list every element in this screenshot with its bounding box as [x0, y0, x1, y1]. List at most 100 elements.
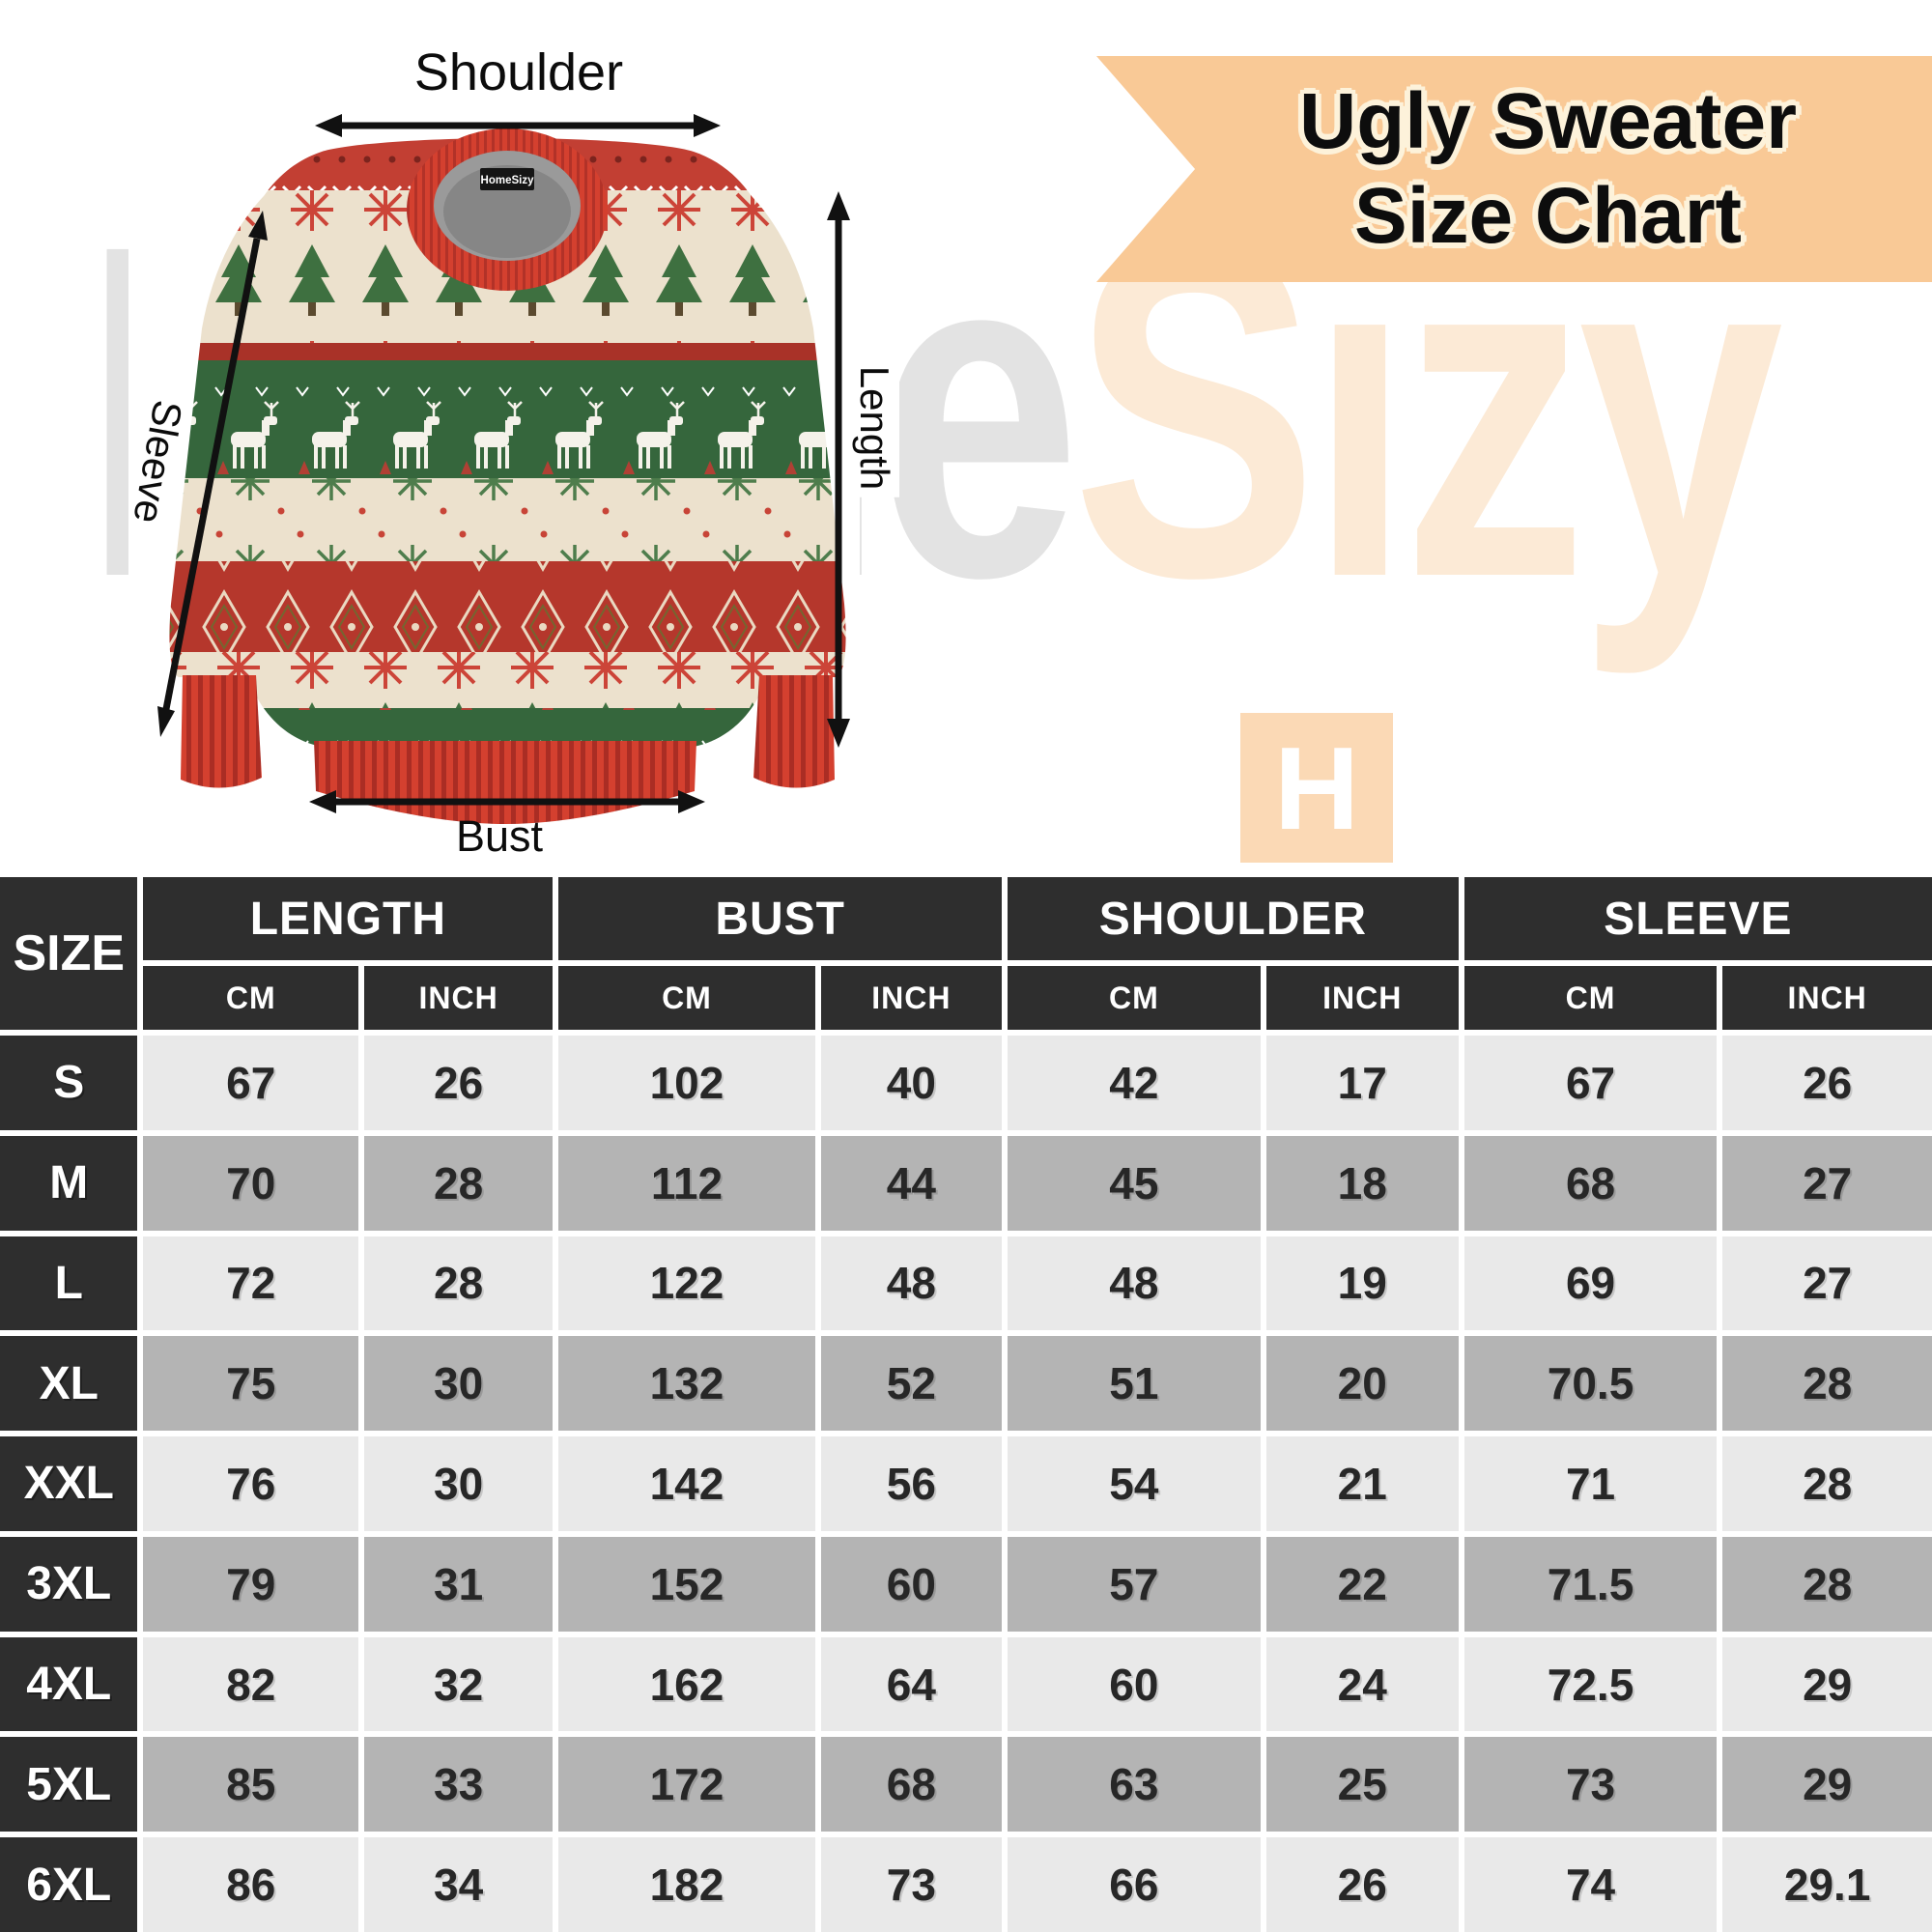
value-cell: 27 — [1722, 1135, 1932, 1231]
sweater-illustration: HomeSizy — [169, 128, 846, 824]
value-cell: 172 — [558, 1737, 815, 1833]
unit-header: INCH — [820, 966, 1003, 1030]
value-cell: 162 — [558, 1636, 815, 1732]
title-banner: Ugly Sweater Size Chart — [1096, 56, 1932, 282]
banner-title-line2: Size Chart — [1354, 172, 1742, 260]
value-cell: 74 — [1463, 1837, 1718, 1932]
value-cell: 32 — [364, 1636, 554, 1732]
value-cell: 26 — [1265, 1837, 1459, 1932]
size-row-label: XL — [0, 1336, 138, 1432]
value-cell: 28 — [364, 1236, 554, 1331]
value-cell: 60 — [1008, 1636, 1261, 1732]
value-cell: 64 — [820, 1636, 1003, 1732]
value-cell: 76 — [143, 1436, 359, 1531]
size-row-label: L — [0, 1236, 138, 1331]
value-cell: 132 — [558, 1336, 815, 1432]
size-table: SIZE LENGTH BUST SHOULDER SLEEVE CM INCH… — [0, 877, 1932, 1932]
sweater-photo: HomeSizy — [128, 24, 860, 867]
sleeve-group-header: SLEEVE — [1463, 877, 1932, 960]
value-cell: 28 — [1722, 1536, 1932, 1632]
length-group-header: LENGTH — [143, 877, 554, 960]
value-cell: 52 — [820, 1336, 1003, 1432]
value-cell: 182 — [558, 1837, 815, 1932]
value-cell: 79 — [143, 1536, 359, 1632]
value-cell: 29.1 — [1722, 1837, 1932, 1932]
unit-header: CM — [143, 966, 359, 1030]
bust-group-header: BUST — [558, 877, 1003, 960]
value-cell: 22 — [1265, 1536, 1459, 1632]
unit-header: CM — [1008, 966, 1261, 1030]
value-cell: 30 — [364, 1336, 554, 1432]
value-cell: 30 — [364, 1436, 554, 1531]
value-cell: 33 — [364, 1737, 554, 1833]
value-cell: 42 — [1008, 1036, 1261, 1130]
value-cell: 75 — [143, 1336, 359, 1432]
size-row-label: 3XL — [0, 1536, 138, 1632]
value-cell: 112 — [558, 1135, 815, 1231]
collar-tag — [480, 168, 534, 190]
size-row-label: S — [0, 1036, 138, 1130]
shoulder-group-header: SHOULDER — [1008, 877, 1459, 960]
value-cell: 70.5 — [1463, 1336, 1718, 1432]
length-label: Length — [849, 357, 899, 498]
value-cell: 54 — [1008, 1436, 1261, 1531]
unit-header: CM — [558, 966, 815, 1030]
value-cell: 67 — [143, 1036, 359, 1130]
value-cell: 25 — [1265, 1737, 1459, 1833]
value-cell: 44 — [820, 1135, 1003, 1231]
value-cell: 152 — [558, 1536, 815, 1632]
value-cell: 69 — [1463, 1236, 1718, 1331]
value-cell: 31 — [364, 1536, 554, 1632]
value-cell: 68 — [820, 1737, 1003, 1833]
value-cell: 29 — [1722, 1636, 1932, 1732]
unit-header: INCH — [1722, 966, 1932, 1030]
size-row-label: XXL — [0, 1436, 138, 1531]
watermark-h-badge: H — [1240, 713, 1393, 863]
shoulder-arrow — [315, 114, 721, 137]
value-cell: 142 — [558, 1436, 815, 1531]
bust-label: Bust — [455, 811, 544, 861]
value-cell: 85 — [143, 1737, 359, 1833]
unit-header: INCH — [364, 966, 554, 1030]
value-cell: 26 — [1722, 1036, 1932, 1130]
value-cell: 71.5 — [1463, 1536, 1718, 1632]
value-cell: 71 — [1463, 1436, 1718, 1531]
value-cell: 40 — [820, 1036, 1003, 1130]
value-cell: 28 — [364, 1135, 554, 1231]
value-cell: 67 — [1463, 1036, 1718, 1130]
value-cell: 70 — [143, 1135, 359, 1231]
length-arrow — [827, 191, 850, 748]
left-cuff — [181, 675, 262, 788]
size-row-label: M — [0, 1135, 138, 1231]
value-cell: 20 — [1265, 1336, 1459, 1432]
value-cell: 51 — [1008, 1336, 1261, 1432]
shoulder-label: Shoulder — [413, 43, 624, 101]
unit-header: CM — [1463, 966, 1718, 1030]
value-cell: 68 — [1463, 1135, 1718, 1231]
value-cell: 28 — [1722, 1336, 1932, 1432]
value-cell: 63 — [1008, 1737, 1261, 1833]
value-cell: 86 — [143, 1837, 359, 1932]
value-cell: 57 — [1008, 1536, 1261, 1632]
size-header: SIZE — [0, 877, 138, 1030]
value-cell: 34 — [364, 1837, 554, 1932]
right-cuff — [753, 675, 835, 788]
sleeve-arrow — [157, 211, 268, 737]
value-cell: 21 — [1265, 1436, 1459, 1531]
value-cell: 60 — [820, 1536, 1003, 1632]
collar-tag-label: HomeSizy — [481, 175, 535, 186]
size-row-label: 4XL — [0, 1636, 138, 1732]
value-cell: 102 — [558, 1036, 815, 1130]
value-cell: 73 — [1463, 1737, 1718, 1833]
value-cell: 27 — [1722, 1236, 1932, 1331]
value-cell: 66 — [1008, 1837, 1261, 1932]
measurement-arrows — [157, 114, 850, 813]
value-cell: 82 — [143, 1636, 359, 1732]
value-cell: 29 — [1722, 1737, 1932, 1833]
value-cell: 56 — [820, 1436, 1003, 1531]
value-cell: 48 — [820, 1236, 1003, 1331]
unit-header: INCH — [1265, 966, 1459, 1030]
value-cell: 45 — [1008, 1135, 1261, 1231]
value-cell: 122 — [558, 1236, 815, 1331]
